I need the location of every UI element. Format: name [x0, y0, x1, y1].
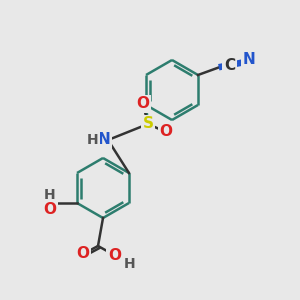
- Text: H: H: [44, 188, 56, 202]
- Text: N: N: [243, 52, 255, 68]
- Text: S: S: [142, 116, 154, 131]
- Text: N: N: [98, 133, 110, 148]
- Text: H: H: [124, 257, 136, 271]
- Text: H: H: [87, 133, 99, 147]
- Text: O: O: [136, 97, 149, 112]
- Text: O: O: [44, 202, 56, 217]
- Text: O: O: [160, 124, 172, 140]
- Text: O: O: [108, 248, 121, 263]
- Text: C: C: [224, 58, 235, 73]
- Text: O: O: [76, 247, 89, 262]
